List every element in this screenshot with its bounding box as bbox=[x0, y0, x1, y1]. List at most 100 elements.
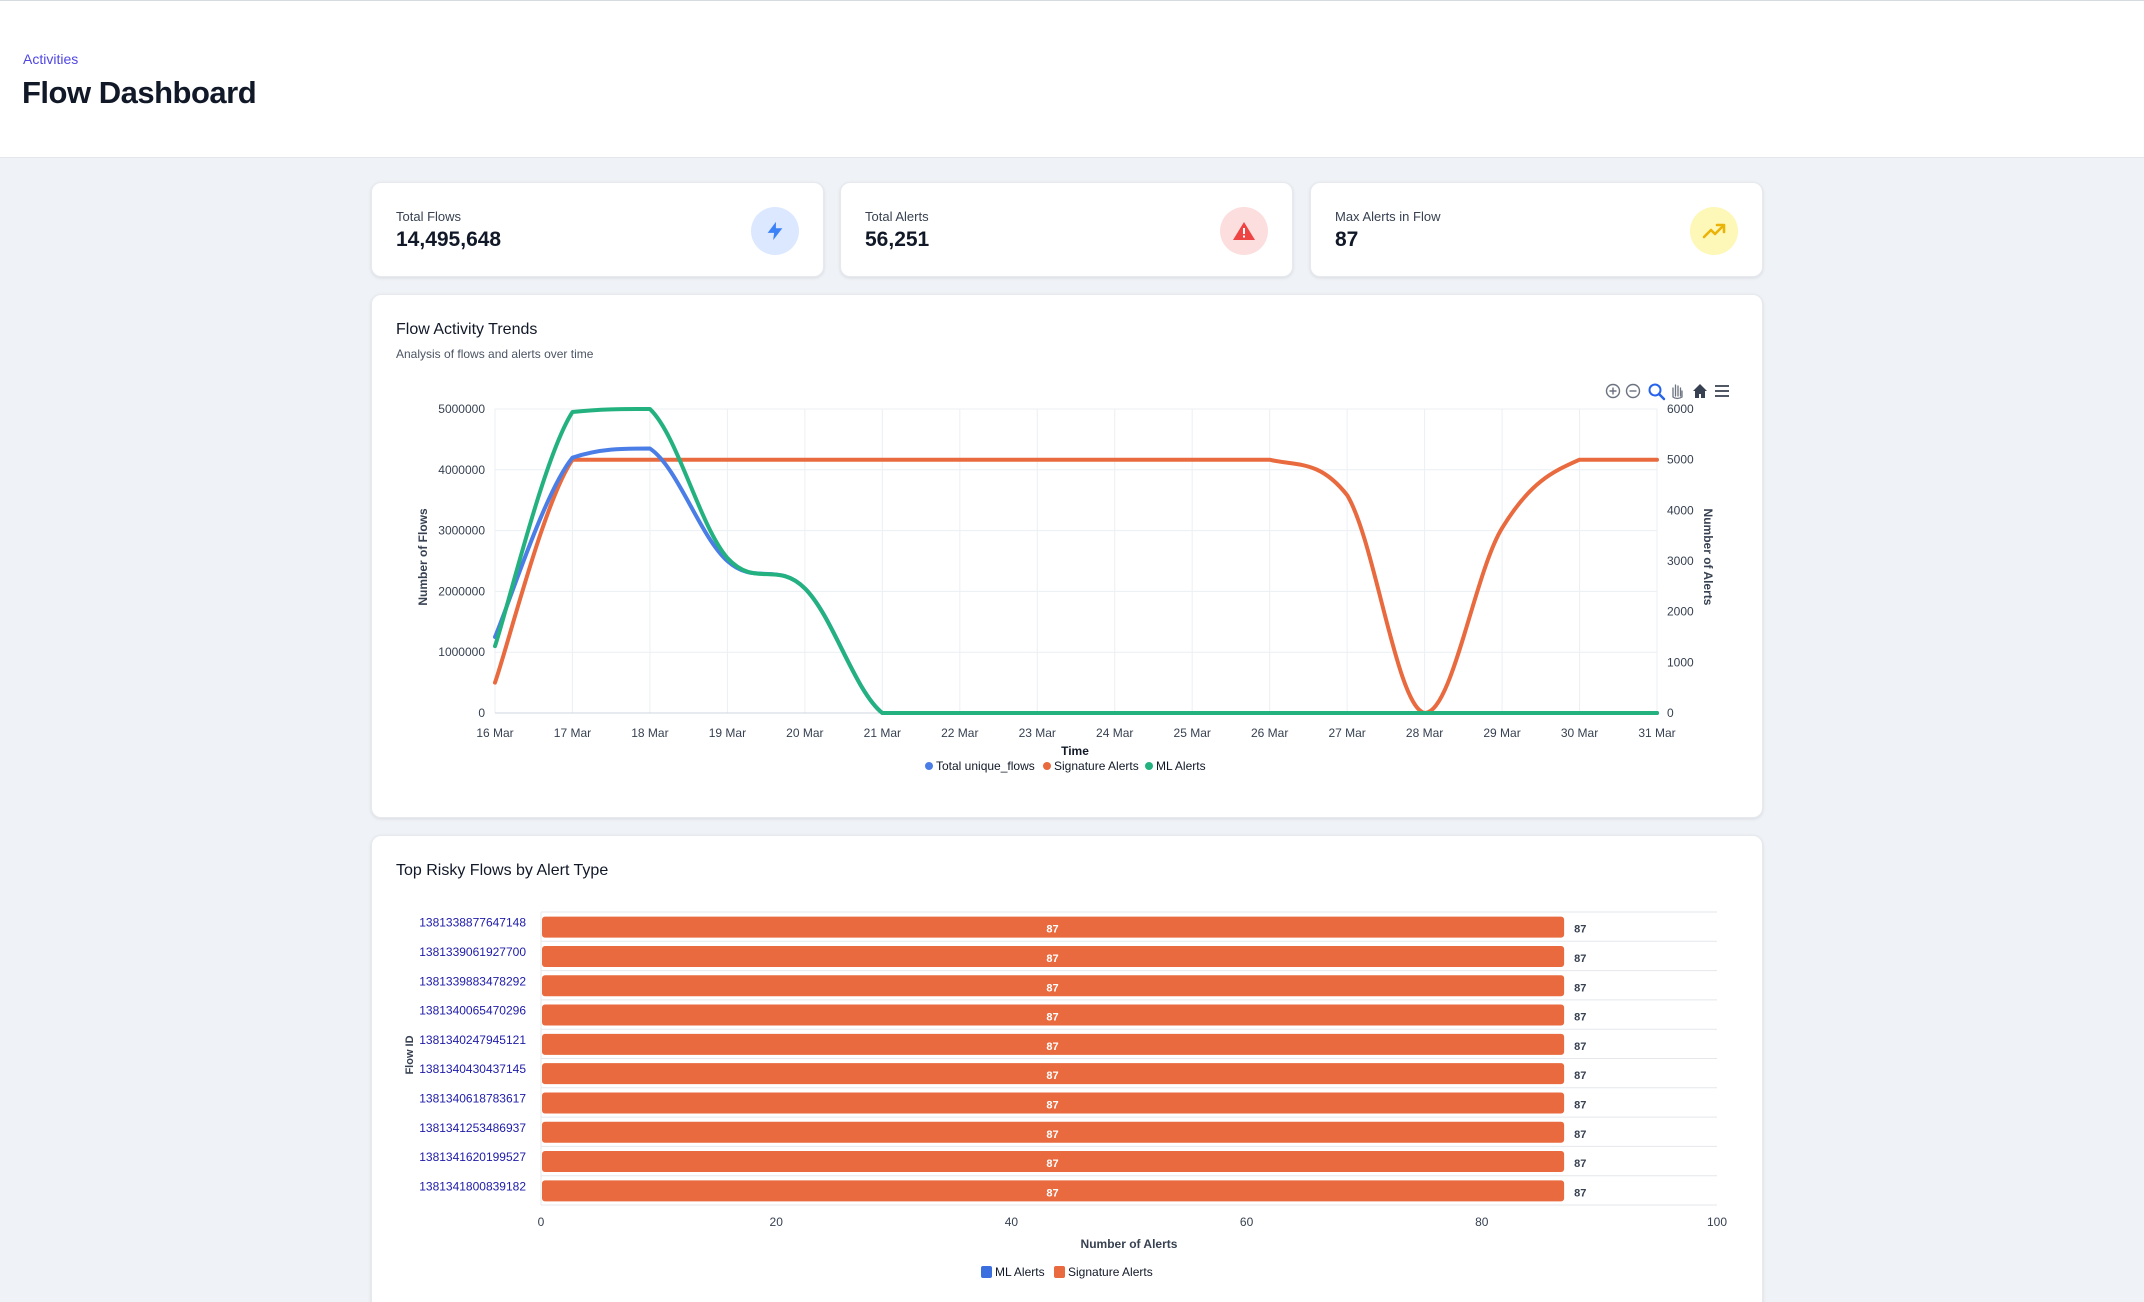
stat-value: 87 bbox=[1335, 228, 1359, 251]
x-tick-label: 20 bbox=[770, 1215, 784, 1229]
bolt-icon bbox=[751, 207, 799, 255]
stat-card-total-flows: Total Flows 14,495,648 bbox=[371, 182, 824, 277]
stat-value: 14,495,648 bbox=[396, 228, 502, 251]
flow-id-link[interactable]: 1381341620199527 bbox=[419, 1150, 526, 1164]
bar-value-label: 87 bbox=[1046, 1099, 1058, 1111]
x-tick-label: 25 Mar bbox=[1174, 726, 1211, 740]
trend-axes: 16 Mar 17 Mar 18 Mar 19 Mar 20 Mar 21 Mar 22 M… bbox=[438, 402, 1694, 740]
flow-id-link[interactable]: 1381341800839182 bbox=[419, 1179, 526, 1193]
x-tick-label: 19 Mar bbox=[709, 726, 746, 740]
x-tick-label: 31 Mar bbox=[1638, 726, 1675, 740]
stat-value: 56,251 bbox=[865, 228, 930, 251]
legend-label: Signature Alerts bbox=[1068, 1265, 1153, 1279]
legend-label: ML Alerts bbox=[1156, 759, 1206, 773]
x-tick-label: 0 bbox=[538, 1215, 545, 1229]
bar-total-label: 87 bbox=[1574, 1187, 1586, 1199]
flow-id-link[interactable]: 1381338877647148 bbox=[419, 916, 526, 930]
bar-value-label: 87 bbox=[1046, 1012, 1058, 1024]
x-tick-label: 28 Mar bbox=[1406, 726, 1443, 740]
bar-signature-alerts bbox=[542, 1092, 1565, 1114]
bar-value-label: 87 bbox=[1046, 1129, 1058, 1141]
x-axis-title: Time bbox=[1061, 744, 1089, 758]
x-tick-label: 60 bbox=[1240, 1215, 1254, 1229]
legend-marker bbox=[1054, 1266, 1065, 1278]
series-line-ml-alerts bbox=[493, 407, 1659, 716]
panel-title: Flow Activity Trends bbox=[396, 321, 538, 338]
stat-label: Total Flows bbox=[396, 209, 462, 224]
x-tick-label: 22 Mar bbox=[941, 726, 978, 740]
bar-value-label: 87 bbox=[1046, 1070, 1058, 1082]
bar-signature-alerts bbox=[542, 1121, 1565, 1143]
legend-marker bbox=[1145, 762, 1153, 770]
flow-activity-trends-panel: Flow Activity Trends Analysis of flows a… bbox=[371, 294, 1763, 818]
bar-total-label: 87 bbox=[1574, 1158, 1586, 1170]
zoom-out-icon[interactable] bbox=[1625, 383, 1641, 399]
bar-value-label: 87 bbox=[1046, 1041, 1058, 1053]
panel-subtitle: Analysis of flows and alerts over time bbox=[396, 347, 594, 361]
bar-total-label: 87 bbox=[1574, 924, 1586, 936]
bar-total-label: 87 bbox=[1574, 1099, 1586, 1111]
bar-signature-alerts bbox=[542, 1004, 1565, 1026]
x-tick-label: 21 Mar bbox=[864, 726, 901, 740]
flow-id-link[interactable]: 1381339883478292 bbox=[419, 974, 526, 988]
flow-id-link[interactable]: 1381341253486937 bbox=[419, 1121, 526, 1135]
y2-tick-label: 2000 bbox=[1667, 605, 1694, 619]
bar-total-label: 87 bbox=[1574, 982, 1586, 994]
y-axis-title-right: Number of Alerts bbox=[1701, 509, 1715, 606]
x-tick-label: 26 Mar bbox=[1251, 726, 1288, 740]
trending-up-icon bbox=[1690, 207, 1738, 255]
legend-marker bbox=[1043, 762, 1051, 770]
bar-total-label: 87 bbox=[1574, 953, 1586, 965]
menu-icon[interactable] bbox=[1715, 385, 1729, 397]
bar-total-label: 87 bbox=[1574, 1012, 1586, 1024]
bar-axes: 0 20 40 60 80 100 1381338877647148 138133906192… bbox=[419, 916, 1727, 1229]
y2-tick-label: 4000 bbox=[1667, 503, 1694, 517]
y-tick-label: 2000000 bbox=[438, 584, 485, 598]
x-tick-label: 80 bbox=[1475, 1215, 1489, 1229]
x-tick-label: 23 Mar bbox=[1019, 726, 1056, 740]
y2-tick-label: 5000 bbox=[1667, 453, 1694, 467]
bar-value-label: 87 bbox=[1046, 1158, 1058, 1170]
breadcrumb-activities[interactable]: Activities bbox=[23, 51, 79, 67]
zoom-in-icon[interactable] bbox=[1605, 383, 1621, 399]
x-tick-label: 30 Mar bbox=[1561, 726, 1598, 740]
bar-signature-alerts bbox=[542, 975, 1565, 997]
warning-triangle-icon bbox=[1220, 207, 1268, 255]
y2-tick-label: 6000 bbox=[1667, 402, 1694, 416]
y-tick-label: 0 bbox=[478, 706, 485, 720]
x-tick-label: 16 Mar bbox=[476, 726, 513, 740]
legend-label: Signature Alerts bbox=[1054, 759, 1139, 773]
bar-total-label: 87 bbox=[1574, 1129, 1586, 1141]
x-tick-label: 20 Mar bbox=[786, 726, 823, 740]
x-tick-label: 100 bbox=[1707, 1215, 1727, 1229]
bar-signature-alerts bbox=[542, 1180, 1565, 1202]
x-axis-title: Number of Alerts bbox=[1081, 1237, 1178, 1251]
bar-value-label: 87 bbox=[1046, 982, 1058, 994]
bar-signature-alerts bbox=[542, 945, 1565, 967]
flow-id-link[interactable]: 1381340247945121 bbox=[419, 1033, 526, 1047]
bar-legend: ML Alerts Signature Alerts bbox=[981, 1265, 1153, 1279]
x-tick-label: 17 Mar bbox=[554, 726, 591, 740]
legend-label: Total unique_flows bbox=[936, 759, 1035, 773]
y2-tick-label: 0 bbox=[1667, 706, 1674, 720]
y-axis-title: Flow ID bbox=[404, 1035, 416, 1074]
pan-hand-icon[interactable] bbox=[1672, 384, 1683, 400]
flow-id-link[interactable]: 1381340065470296 bbox=[419, 1004, 526, 1018]
selection-zoom-icon[interactable] bbox=[1648, 383, 1666, 401]
legend-label: ML Alerts bbox=[995, 1265, 1045, 1279]
bar-value-label: 87 bbox=[1046, 924, 1058, 936]
stat-card-total-alerts: Total Alerts 56,251 bbox=[840, 182, 1293, 277]
legend-marker bbox=[925, 762, 933, 770]
flow-id-link[interactable]: 1381339061927700 bbox=[419, 945, 526, 959]
stat-card-max-alerts: Max Alerts in Flow 87 bbox=[1310, 182, 1763, 277]
bar-grid bbox=[540, 911, 1717, 1206]
bar-signature-alerts bbox=[542, 1063, 1565, 1085]
bar-rows: 87 87 87 87 87 87 87 87 87 87 87 87 87 87 87 87 87 87 87 87 bbox=[542, 916, 1586, 1202]
flow-id-link[interactable]: 1381340430437145 bbox=[419, 1062, 526, 1076]
y-tick-label: 4000000 bbox=[438, 463, 485, 477]
y-axis-title-left: Number of Flows bbox=[416, 508, 430, 606]
bar-total-label: 87 bbox=[1574, 1070, 1586, 1082]
x-tick-label: 18 Mar bbox=[631, 726, 668, 740]
flow-id-link[interactable]: 1381340618783617 bbox=[419, 1091, 526, 1105]
home-reset-icon[interactable] bbox=[1693, 384, 1707, 398]
